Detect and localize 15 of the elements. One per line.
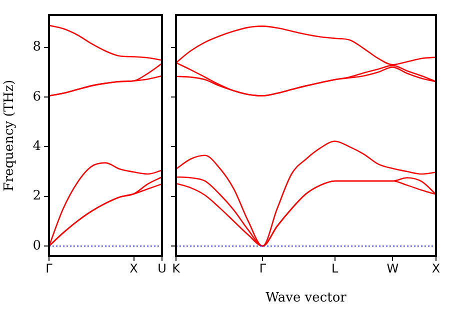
x-tick-label: Γ [259, 261, 266, 276]
x-tick-label: Γ [46, 261, 53, 276]
y-tick-label: 2 [32, 188, 41, 204]
y-tick-label: 6 [32, 89, 41, 104]
x-tick-label: W [386, 261, 399, 276]
y-tick-label: 0 [32, 238, 41, 254]
x-tick-label: X [130, 261, 138, 276]
x-axis-title: Wave vector [266, 290, 348, 306]
x-tick-label: K [172, 261, 182, 276]
y-axis-title: Frequency (THz) [2, 80, 18, 192]
y-tick-label: 4 [32, 139, 41, 154]
y-tick-label: 8 [32, 40, 41, 55]
x-tick-label: L [332, 261, 339, 276]
x-tick-label: X [432, 261, 440, 276]
x-tick-label: U [158, 261, 166, 276]
